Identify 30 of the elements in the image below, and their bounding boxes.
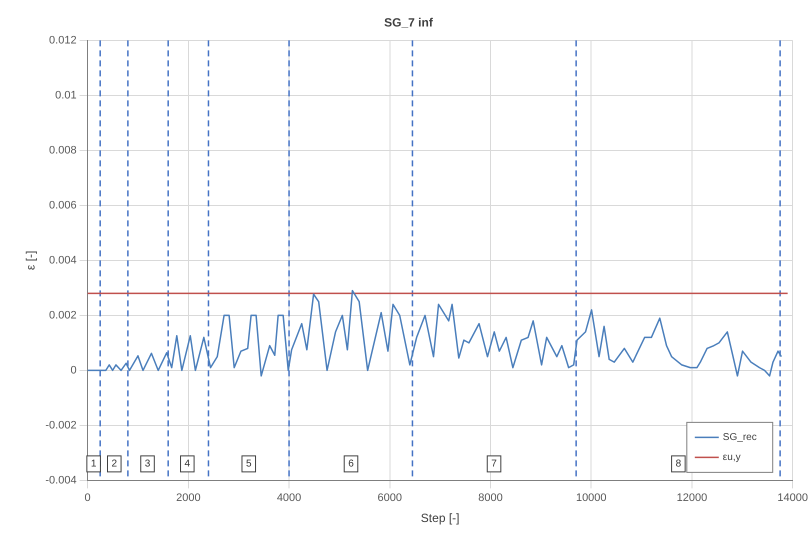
- legend-label: SG_rec: [722, 432, 757, 444]
- x-axis-title: Step [-]: [420, 511, 460, 526]
- x-tick-label: 10000: [576, 492, 607, 504]
- x-tick-label: 8000: [478, 492, 503, 504]
- annotation: 6: [348, 458, 354, 470]
- y-tick-label: 0.006: [49, 199, 77, 212]
- chart-title: SG_7 inf: [384, 16, 434, 30]
- x-tick-label: 12000: [676, 492, 708, 504]
- annotation: 7: [491, 458, 498, 470]
- x-tick-label: 4000: [276, 492, 302, 504]
- x-tick-label: 14000: [777, 492, 808, 504]
- y-tick-label: 0.004: [49, 254, 77, 266]
- x-tick-label: 6000: [378, 492, 402, 504]
- annotation: 3: [144, 458, 151, 470]
- annotation: 4: [184, 458, 191, 470]
- annotation: 2: [112, 458, 118, 470]
- annotation: 5: [246, 458, 252, 470]
- y-tick-label: 0.01: [55, 89, 77, 102]
- legend-label: εu,y: [722, 452, 741, 464]
- x-tick-label: 0: [84, 492, 91, 504]
- y-tick-label: -0.002: [45, 419, 77, 432]
- y-tick-label: -0.004: [45, 474, 77, 486]
- y-tick-label: 0.002: [49, 309, 77, 322]
- x-tick-label: 2000: [176, 492, 201, 504]
- annotation: 1: [90, 458, 97, 470]
- y-axis-title: ε [-]: [24, 250, 38, 270]
- y-tick-label: 0.008: [49, 144, 77, 156]
- annotation: 8: [676, 458, 682, 470]
- y-tick-label: 0: [70, 364, 77, 376]
- y-tick-label: 0.012: [49, 34, 77, 46]
